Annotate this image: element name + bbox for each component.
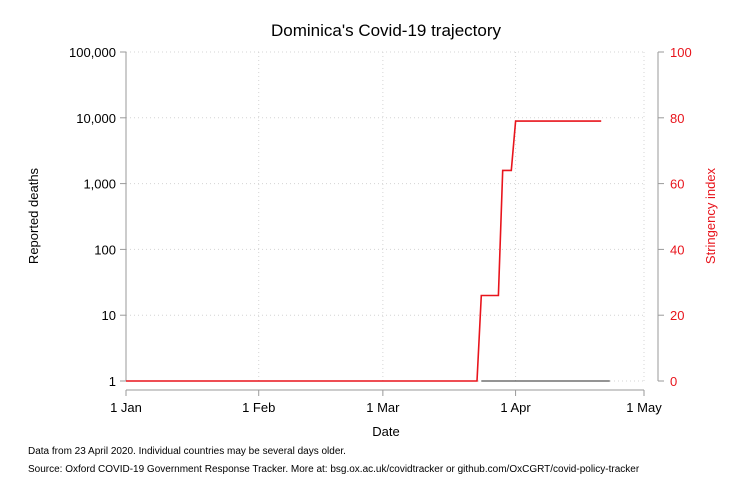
x-tick-label: 1 May <box>626 400 662 415</box>
chart-title: Dominica's Covid-19 trajectory <box>271 21 501 40</box>
axes: 1 10 100 1,000 10,000 100,000 0 20 40 60 80 100 1 Ja… <box>69 45 692 415</box>
x-axis-label: Date <box>372 424 399 439</box>
y-left-tick-label: 1,000 <box>83 177 116 192</box>
x-tick-label: 1 Jan <box>110 400 142 415</box>
x-tick-label: 1 Mar <box>366 400 400 415</box>
grid <box>125 51 645 382</box>
y-right-tick-label: 0 <box>670 374 677 389</box>
y-right-tick-label: 100 <box>670 45 692 60</box>
series-line-stringency <box>126 120 602 382</box>
y-left-tick-label: 1 <box>109 374 116 389</box>
y-left-tick-label: 10,000 <box>76 111 116 126</box>
y-right-tick-label: 60 <box>670 177 684 192</box>
x-tick-label: 1 Feb <box>242 400 275 415</box>
x-tick-label: 1 Apr <box>500 400 531 415</box>
data-note: Data from 23 April 2020. Individual coun… <box>28 446 346 457</box>
y-axis-left-label: Reported deaths <box>26 167 41 264</box>
y-left-tick-label: 100 <box>94 242 116 257</box>
y-left-tick-label: 100,000 <box>69 45 116 60</box>
y-right-tick-label: 40 <box>670 242 684 257</box>
y-left-tick-label: 10 <box>102 308 116 323</box>
y-axis-right-label: Stringency index <box>703 167 718 264</box>
series-layer <box>126 120 610 382</box>
y-right-tick-label: 80 <box>670 111 684 126</box>
y-right-tick-label: 20 <box>670 308 684 323</box>
source-note: Source: Oxford COVID-19 Government Respo… <box>28 464 640 475</box>
